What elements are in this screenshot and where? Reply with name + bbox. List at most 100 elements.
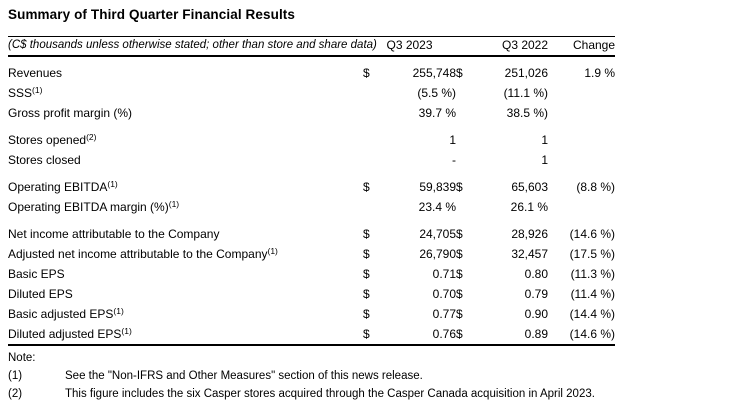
currency-symbol <box>456 84 471 104</box>
table-row-gross-profit-margin: Gross profit margin (%) 39.7 % 38.5 %) <box>8 104 615 124</box>
change-value: 1.9 % <box>584 66 616 80</box>
table-row-operating-ebitda-margin: Operating EBITDA margin (%)(1) 23.4 % 26… <box>8 198 615 218</box>
currency-symbol: $ <box>456 267 463 281</box>
footnote-marker: (1) <box>168 199 180 209</box>
q3-2022-value: 65,603 <box>511 180 549 194</box>
table-row-revenues: Revenues $ 255,748 $ 251,026 1.9 % <box>8 64 615 84</box>
q3-2023-value: - <box>452 153 457 167</box>
row-label: Stores closed <box>8 153 81 167</box>
q3-2022-value: 0.80 <box>524 267 549 281</box>
footnote-marker: (1) <box>113 306 124 316</box>
table-row-basic-eps: Basic EPS $ 0.71 $ 0.80 (11.3 %) <box>8 265 615 285</box>
q3-2023-value: 0.76 <box>432 326 457 341</box>
table-row-diluted-adjusted-eps: Diluted adjusted EPS(1) $ 0.76 $ 0.89 (1… <box>8 325 615 345</box>
q3-2022-value: 1 <box>541 133 549 147</box>
currency-symbol: $ <box>363 326 370 341</box>
table-row-diluted-eps: Diluted EPS $ 0.70 $ 0.79 (11.4 %) <box>8 285 615 305</box>
q3-2022-value: 1 <box>541 153 549 167</box>
change-value: (14.4 %) <box>569 307 616 321</box>
q3-2023-value: 0.77 <box>432 307 457 321</box>
currency-symbol <box>456 131 471 151</box>
currency-symbol <box>456 151 471 171</box>
row-label: Revenues <box>8 66 63 80</box>
row-label: Gross profit margin (%) <box>8 106 133 120</box>
q3-2023-value: 255,748 <box>412 66 457 80</box>
currency-symbol: $ <box>363 247 370 261</box>
currency-symbol: $ <box>456 66 463 80</box>
q3-2022-value: 251,026 <box>504 66 549 80</box>
table-row-basic-adjusted-eps: Basic adjusted EPS(1) $ 0.77 $ 0.90 (14.… <box>8 305 615 325</box>
footnote-marker: (1) <box>107 179 118 189</box>
change-value <box>548 198 615 218</box>
footnote-marker: (1) <box>121 325 132 336</box>
q3-2023-value: 24,705 <box>419 227 457 241</box>
table-header-q3-2023: Q3 2023 <box>386 38 433 53</box>
currency-symbol: $ <box>363 227 370 241</box>
table-row-stores-closed: Stores closed - 1 <box>8 151 615 171</box>
change-value <box>548 84 615 104</box>
row-label: Net income attributable to the Company <box>8 227 220 241</box>
footnote-2: (2) This figure includes the six Casper … <box>8 387 747 401</box>
row-label: Diluted adjusted EPS(1) <box>8 325 132 341</box>
currency-symbol: $ <box>456 287 463 301</box>
table-header-change: Change <box>572 38 616 53</box>
q3-2022-value: 0.89 <box>524 326 549 341</box>
table-row-adjusted-net-income: Adjusted net income attributable to the … <box>8 245 615 265</box>
currency-symbol: $ <box>456 307 463 321</box>
change-value: (14.6 %) <box>569 326 616 341</box>
currency-symbol <box>363 151 379 171</box>
table-row-stores-opened: Stores opened(2) 1 1 <box>8 131 615 151</box>
table-header-row: (C$ thousands unless otherwise stated; o… <box>8 36 616 56</box>
table-lead-gap <box>8 56 615 64</box>
table-section-spacer <box>8 124 615 131</box>
q3-2022-value: 32,457 <box>511 247 549 261</box>
currency-symbol: $ <box>363 267 370 281</box>
currency-symbol <box>363 131 379 151</box>
currency-symbol: $ <box>363 287 370 301</box>
row-label: Diluted EPS <box>8 287 73 301</box>
row-label: SSS(1) <box>8 85 43 100</box>
currency-symbol <box>456 104 471 124</box>
currency-symbol: $ <box>456 227 463 241</box>
change-value: (8.8 %) <box>576 180 616 194</box>
q3-2023-value: 26,790 <box>419 247 457 261</box>
currency-symbol: $ <box>363 180 370 194</box>
page-title: Summary of Third Quarter Financial Resul… <box>8 7 296 22</box>
q3-2023-value: 1 <box>449 133 457 147</box>
currency-symbol: $ <box>363 307 370 321</box>
q3-2022-value: 26.1 % <box>510 200 549 214</box>
change-value <box>548 151 615 171</box>
currency-symbol: $ <box>456 180 463 194</box>
change-value: (14.6 %) <box>569 227 616 241</box>
change-value <box>548 131 615 151</box>
change-value <box>548 104 615 124</box>
row-label: Operating EBITDA(1) <box>8 179 118 194</box>
footnote-marker: (1) <box>267 246 278 256</box>
currency-symbol <box>363 104 379 124</box>
q3-2022-value: (11.1 %) <box>503 86 549 100</box>
footnote-marker: (1) <box>32 85 43 95</box>
table-row-operating-ebitda: Operating EBITDA(1) $ 59,839 $ 65,603 (8… <box>8 178 615 198</box>
footnote-marker: (2) <box>86 132 97 142</box>
q3-2023-value: 39.7 % <box>418 106 457 120</box>
change-value: (11.3 %) <box>570 267 616 281</box>
table-header-q3-2022: Q3 2022 <box>501 38 549 53</box>
q3-2023-value: (5.5 %) <box>417 86 457 100</box>
row-label: Operating EBITDA margin (%)(1) <box>8 199 180 214</box>
q3-2022-value: 0.90 <box>524 307 549 321</box>
table-header-units-label: (C$ thousands unless otherwise stated; o… <box>8 39 377 52</box>
q3-2023-value: 23.4 % <box>418 200 457 214</box>
table-row-sss: SSS(1) (5.5 %) (11.1 %) <box>8 84 615 104</box>
change-value: (17.5 %) <box>569 247 616 261</box>
footnote-1: (1) See the "Non-IFRS and Other Measures… <box>8 369 747 384</box>
table-section-spacer <box>8 171 615 178</box>
q3-2022-value: 28,926 <box>511 227 549 241</box>
change-value: (11.4 %) <box>570 287 616 301</box>
footnote-number: (2) <box>8 387 23 400</box>
currency-symbol <box>363 198 379 218</box>
currency-symbol: $ <box>456 326 463 341</box>
footnotes-section: Note: (1) See the "Non-IFRS and Other Me… <box>8 351 747 401</box>
notes-label: Note: <box>8 351 36 364</box>
currency-symbol <box>456 198 471 218</box>
